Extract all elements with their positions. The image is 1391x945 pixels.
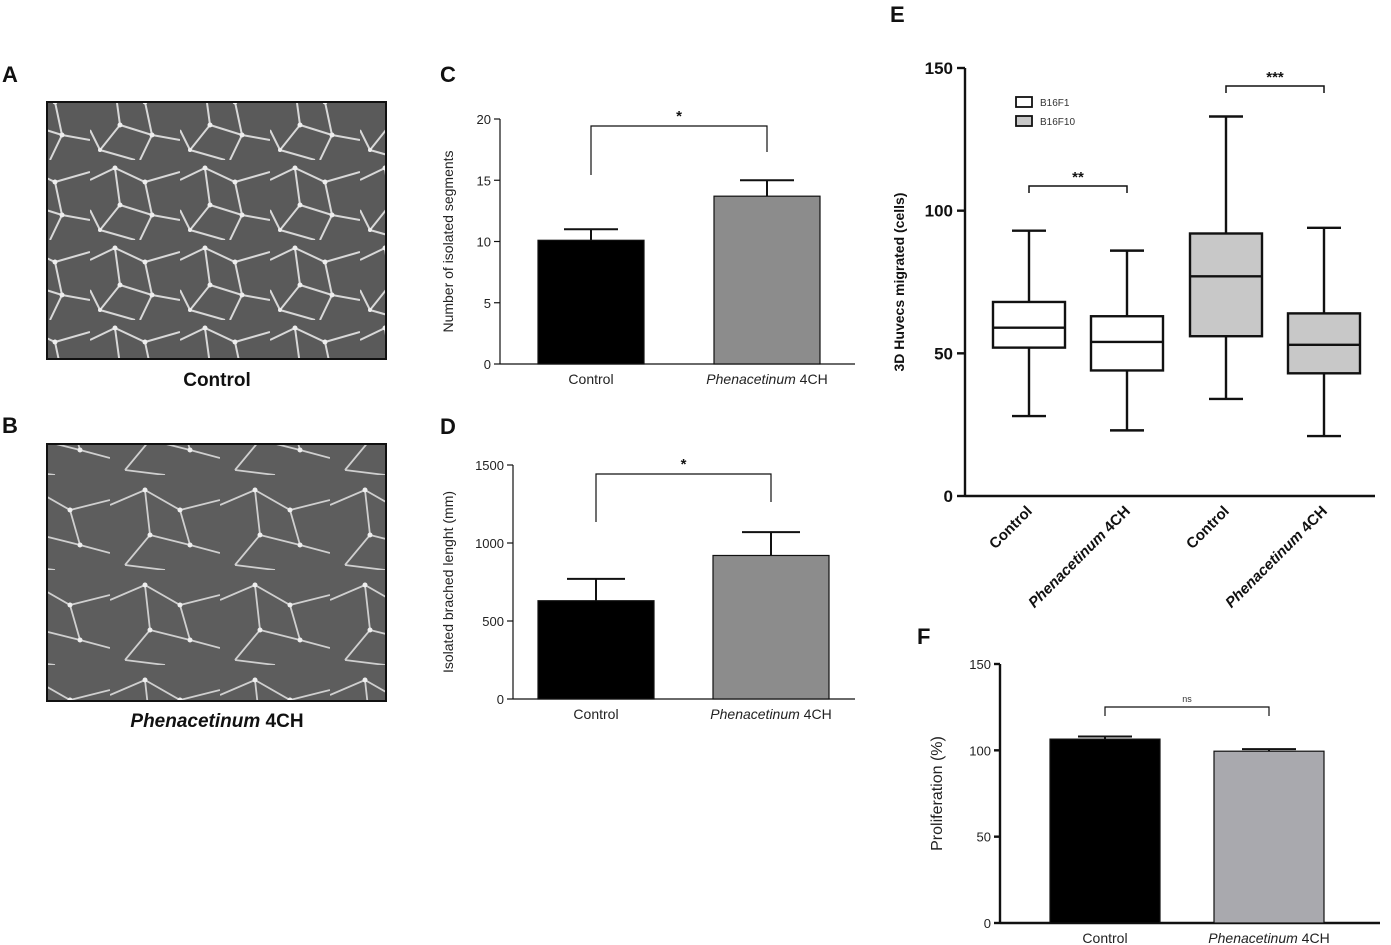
chart-d-x-tick-label-rest: 4CH [800,706,832,722]
chart-f-x-tick-label-rest: Control [1082,930,1127,945]
chart-f-x-tick-label-rest: 4CH [1298,930,1330,945]
chart-e-significance-label: *** [1266,69,1284,86]
chart-c-y-axis-label: Number of isolated segments [440,150,456,332]
chart-d-x-tick-label: Control [573,706,618,722]
chart-d-significance-bracket [595,473,772,522]
chart-d-y-tick-label: 500 [482,614,504,629]
chart-d-y-axis-label: Isolated brached lenght (mm) [440,491,456,673]
chart-c-x-tick-label-italic: Phenacetinum [706,371,796,387]
chart-c-significance-label: * [676,108,682,125]
chart-c-y-tick-label: 10 [477,235,491,250]
chart-c-bar [713,195,821,365]
caption-phenacetinum-rest: 4CH [260,711,303,732]
panel-letter-e: E [890,2,905,27]
chart-d-y-tick-label: 1500 [475,458,504,473]
micrograph-phenacetinum [46,443,387,702]
chart-e-y-tick-label: 100 [925,202,953,221]
chart-f-y-tick-label: 50 [977,830,991,845]
chart-f-y-tick-label: 100 [969,743,991,758]
caption-phenacetinum: Phenacetinum 4CH [130,711,303,732]
chart-d-y-tick-label: 1000 [475,536,504,551]
chart-e-legend-label: B16F10 [1040,117,1075,128]
chart-e-legend-label: B16F1 [1040,98,1070,109]
chart-e-box [1188,232,1264,338]
chart-e-significance-bracket [1225,85,1325,93]
chart-c-x-tick-label-rest: Control [568,371,613,387]
chart-f-bar [1049,738,1161,924]
chart-e: 0 50 100 150 3D Huvecs migrated (cells) Contr… [891,59,1375,612]
chart-f-x-tick-label: Phenacetinum 4CH [1208,930,1329,945]
chart-f-significance-bracket [1104,706,1270,716]
chart-e-y-tick-label: 150 [925,59,953,78]
panel-letter-a: A [2,62,18,87]
chart-c: 0 5 10 15 20 Number of isolated segments Contr… [440,108,855,387]
chart-c-x-tick-label-rest: 4CH [796,371,828,387]
chart-c-y-tick-label: 5 [484,296,491,311]
chart-e-x-tick-label-rest: Control [1183,503,1233,553]
chart-f-y-axis-label: Proliferation (%) [929,736,946,851]
micrograph-control [46,101,387,360]
chart-e-box [1286,312,1362,375]
chart-d-bar [712,554,830,700]
chart-e-y-axis-label: 3D Huvecs migrated (cells) [891,193,907,372]
chart-c-bar [537,239,645,365]
chart-e-x-tick-label: Control [1183,503,1233,553]
chart-d-x-tick-label-rest: Control [573,706,618,722]
chart-e-x-tick-label-italic: Phenacetinum [1222,527,1307,612]
chart-e-x-tick-label-rest: Control [986,503,1036,553]
chart-e-y-tick-label: 0 [944,487,953,506]
chart-e-x-tick-label-italic: Phenacetinum [1025,527,1110,612]
chart-e-x-tick-label: Phenacetinum 4CH [1222,503,1331,612]
panel-letter-b: B [2,413,18,438]
chart-f-bar [1213,750,1325,924]
chart-c-significance-bracket [590,125,768,175]
chart-c-y-tick-label: 20 [477,112,491,127]
chart-d-x-tick-label: Phenacetinum 4CH [710,706,831,722]
chart-f: 0 50 100 150 Proliferation (%) Control Phenace… [929,657,1380,945]
caption-phenacetinum-italic: Phenacetinum [130,711,260,732]
chart-c-y-tick-label: 0 [484,357,491,372]
chart-e-x-tick-label: Phenacetinum 4CH [1025,503,1134,612]
chart-d-significance-label: * [681,456,687,473]
chart-e-x-tick-label: Control [986,503,1036,553]
panel-letter-c: C [440,62,456,87]
panel-letter-f: F [917,624,930,649]
chart-e-significance-bracket [1028,185,1128,193]
panel-letter-d: D [440,414,456,439]
chart-c-x-tick-label: Control [568,371,613,387]
chart-e-legend-swatch [1015,96,1033,108]
chart-f-x-tick-label-italic: Phenacetinum [1208,930,1298,945]
chart-f-y-tick-label: 150 [969,657,991,672]
chart-e-x-tick-label-rest: 4CH [1098,503,1134,539]
chart-d: 0 500 1000 1500 Isolated brached lenght (mm)… [440,456,855,722]
chart-f-x-tick-label: Control [1082,930,1127,945]
chart-c-y-tick-label: 15 [477,173,491,188]
chart-e-x-tick-label-rest: 4CH [1295,503,1331,539]
caption-control: Control [183,370,251,391]
chart-e-box [991,300,1067,349]
chart-d-y-tick-label: 0 [497,692,504,707]
chart-e-box [1089,315,1165,372]
chart-d-x-tick-label-italic: Phenacetinum [710,706,800,722]
chart-e-y-tick-label: 50 [934,344,953,363]
chart-e-legend-swatch [1015,115,1033,127]
chart-c-x-tick-label: Phenacetinum 4CH [706,371,827,387]
chart-f-y-tick-label: 0 [984,916,991,931]
chart-d-bar [537,600,655,700]
chart-e-legend: B16F1 B16F10 [1015,96,1075,128]
chart-f-significance-label: ns [1182,694,1192,704]
chart-e-significance-label: ** [1072,169,1084,186]
